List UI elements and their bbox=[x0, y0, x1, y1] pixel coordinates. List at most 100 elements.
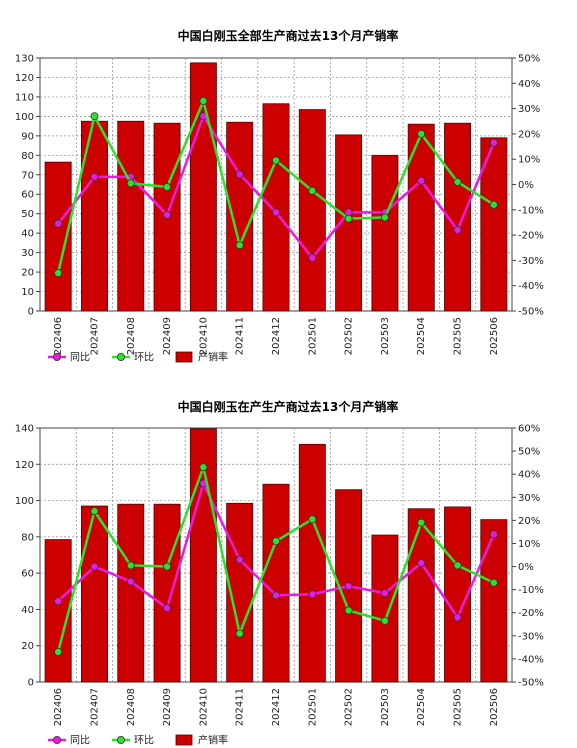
x-tick-label: 202410 bbox=[198, 688, 209, 726]
series-point bbox=[380, 589, 389, 598]
series-point bbox=[271, 208, 280, 217]
bar bbox=[262, 103, 290, 312]
legend-swatch bbox=[117, 736, 126, 745]
series-point bbox=[235, 241, 244, 250]
y-right-tick-label: -20% bbox=[518, 608, 544, 619]
y-left-tick-label: 0 bbox=[28, 678, 34, 689]
y-left-tick-label: 140 bbox=[15, 424, 34, 435]
bar bbox=[80, 120, 108, 312]
x-tick-label: 202412 bbox=[271, 317, 282, 355]
series-point bbox=[453, 613, 462, 622]
bar bbox=[44, 539, 72, 683]
x-tick-label: 202506 bbox=[489, 317, 500, 355]
series-point bbox=[308, 590, 317, 599]
y-right-tick-label: -30% bbox=[518, 256, 544, 267]
bar bbox=[153, 503, 181, 683]
x-tick-label: 202501 bbox=[307, 317, 318, 355]
series-point bbox=[126, 577, 135, 586]
y-right-tick-label: 50% bbox=[518, 447, 540, 458]
series-point bbox=[90, 507, 99, 516]
series-point bbox=[54, 647, 63, 656]
series-point bbox=[453, 177, 462, 186]
series-point bbox=[90, 172, 99, 181]
bar bbox=[407, 508, 435, 683]
series-point bbox=[417, 559, 426, 568]
y-right-tick-label: -40% bbox=[518, 281, 544, 292]
bar bbox=[262, 483, 290, 683]
series-point bbox=[163, 210, 172, 219]
series-point bbox=[163, 183, 172, 192]
series-point bbox=[54, 219, 63, 228]
series-point bbox=[271, 156, 280, 165]
legend-label: 同比 bbox=[70, 735, 90, 747]
series-point bbox=[308, 253, 317, 262]
chart-title: 中国白刚玉全部生产商过去13个月产销率 bbox=[178, 28, 399, 43]
legend-swatch bbox=[175, 734, 193, 746]
y-right-tick-label: 10% bbox=[518, 155, 540, 166]
x-tick-label: 202504 bbox=[416, 317, 427, 355]
x-tick-label: 202504 bbox=[416, 688, 427, 726]
series-point bbox=[453, 561, 462, 570]
series-point bbox=[54, 597, 63, 606]
chart-active-producers: 中国白刚玉在产生产商过去13个月产销率 0 20 40 60 80 100 120 140 -5… bbox=[15, 399, 544, 747]
y-right-tick-label: -10% bbox=[518, 585, 544, 596]
y-right-tick-label: -40% bbox=[518, 654, 544, 665]
y-left-tick-label: 10 bbox=[21, 287, 34, 298]
y-left-tick-label: 100 bbox=[15, 496, 34, 507]
legend-swatch bbox=[117, 352, 126, 361]
x-tick-label: 202406 bbox=[53, 688, 64, 726]
y-left-tick-label: 60 bbox=[21, 190, 34, 201]
y-right-tick-label: -50% bbox=[518, 678, 544, 689]
y-right-tick-label: -50% bbox=[518, 307, 544, 318]
y-right-tick-label: 40% bbox=[518, 470, 540, 481]
series-point bbox=[380, 213, 389, 222]
x-tick-label: 202408 bbox=[126, 317, 137, 355]
x-tick-label: 202407 bbox=[89, 317, 100, 355]
bar bbox=[80, 505, 108, 683]
bar bbox=[371, 534, 399, 683]
x-tick-label: 202406 bbox=[53, 317, 64, 355]
y-left-tick-label: 0 bbox=[28, 307, 34, 318]
y-right-tick-label: -10% bbox=[518, 205, 544, 216]
bar bbox=[298, 109, 326, 312]
y-right-tick-label: -30% bbox=[518, 631, 544, 642]
x-tick-label: 202505 bbox=[453, 688, 464, 726]
series-point bbox=[453, 226, 462, 235]
series-point bbox=[235, 555, 244, 564]
bar bbox=[298, 443, 326, 683]
series-point bbox=[344, 214, 353, 223]
x-tick-label: 202411 bbox=[235, 688, 246, 726]
series-point bbox=[271, 537, 280, 546]
y-left-tick-label: 80 bbox=[21, 532, 34, 543]
bar bbox=[117, 503, 145, 683]
x-tick-label: 202501 bbox=[307, 688, 318, 726]
x-tick-label: 202408 bbox=[126, 688, 137, 726]
y-right-tick-label: 30% bbox=[518, 493, 540, 504]
legend-label: 产销率 bbox=[198, 351, 228, 364]
series-point bbox=[344, 582, 353, 591]
series-point bbox=[235, 629, 244, 638]
y-right-tick-label: 20% bbox=[518, 129, 540, 140]
y-left-tick-label: 120 bbox=[15, 460, 34, 471]
x-tick-label: 202503 bbox=[380, 688, 391, 726]
x-tick-label: 202502 bbox=[344, 317, 355, 355]
y-left-tick-label: 90 bbox=[21, 131, 34, 142]
series-point bbox=[417, 176, 426, 185]
series-point bbox=[417, 129, 426, 138]
chart-title: 中国白刚玉在产生产商过去13个月产销率 bbox=[178, 399, 399, 414]
y-right-tick-label: 50% bbox=[518, 54, 540, 65]
legend-label: 环比 bbox=[134, 735, 154, 747]
bar bbox=[117, 120, 145, 312]
y-left-tick-label: 40 bbox=[21, 605, 34, 616]
x-tick-label: 202503 bbox=[380, 317, 391, 355]
y-left-tick-label: 60 bbox=[21, 569, 34, 580]
y-right-tick-label: 60% bbox=[518, 424, 540, 435]
legend-swatch bbox=[175, 351, 193, 363]
series-point bbox=[199, 97, 208, 106]
y-right-tick-label: 0% bbox=[518, 180, 534, 191]
y-left-tick-label: 120 bbox=[15, 73, 34, 84]
legend-label: 产销率 bbox=[198, 734, 228, 747]
x-tick-label: 202410 bbox=[198, 317, 209, 355]
series-point bbox=[308, 515, 317, 524]
